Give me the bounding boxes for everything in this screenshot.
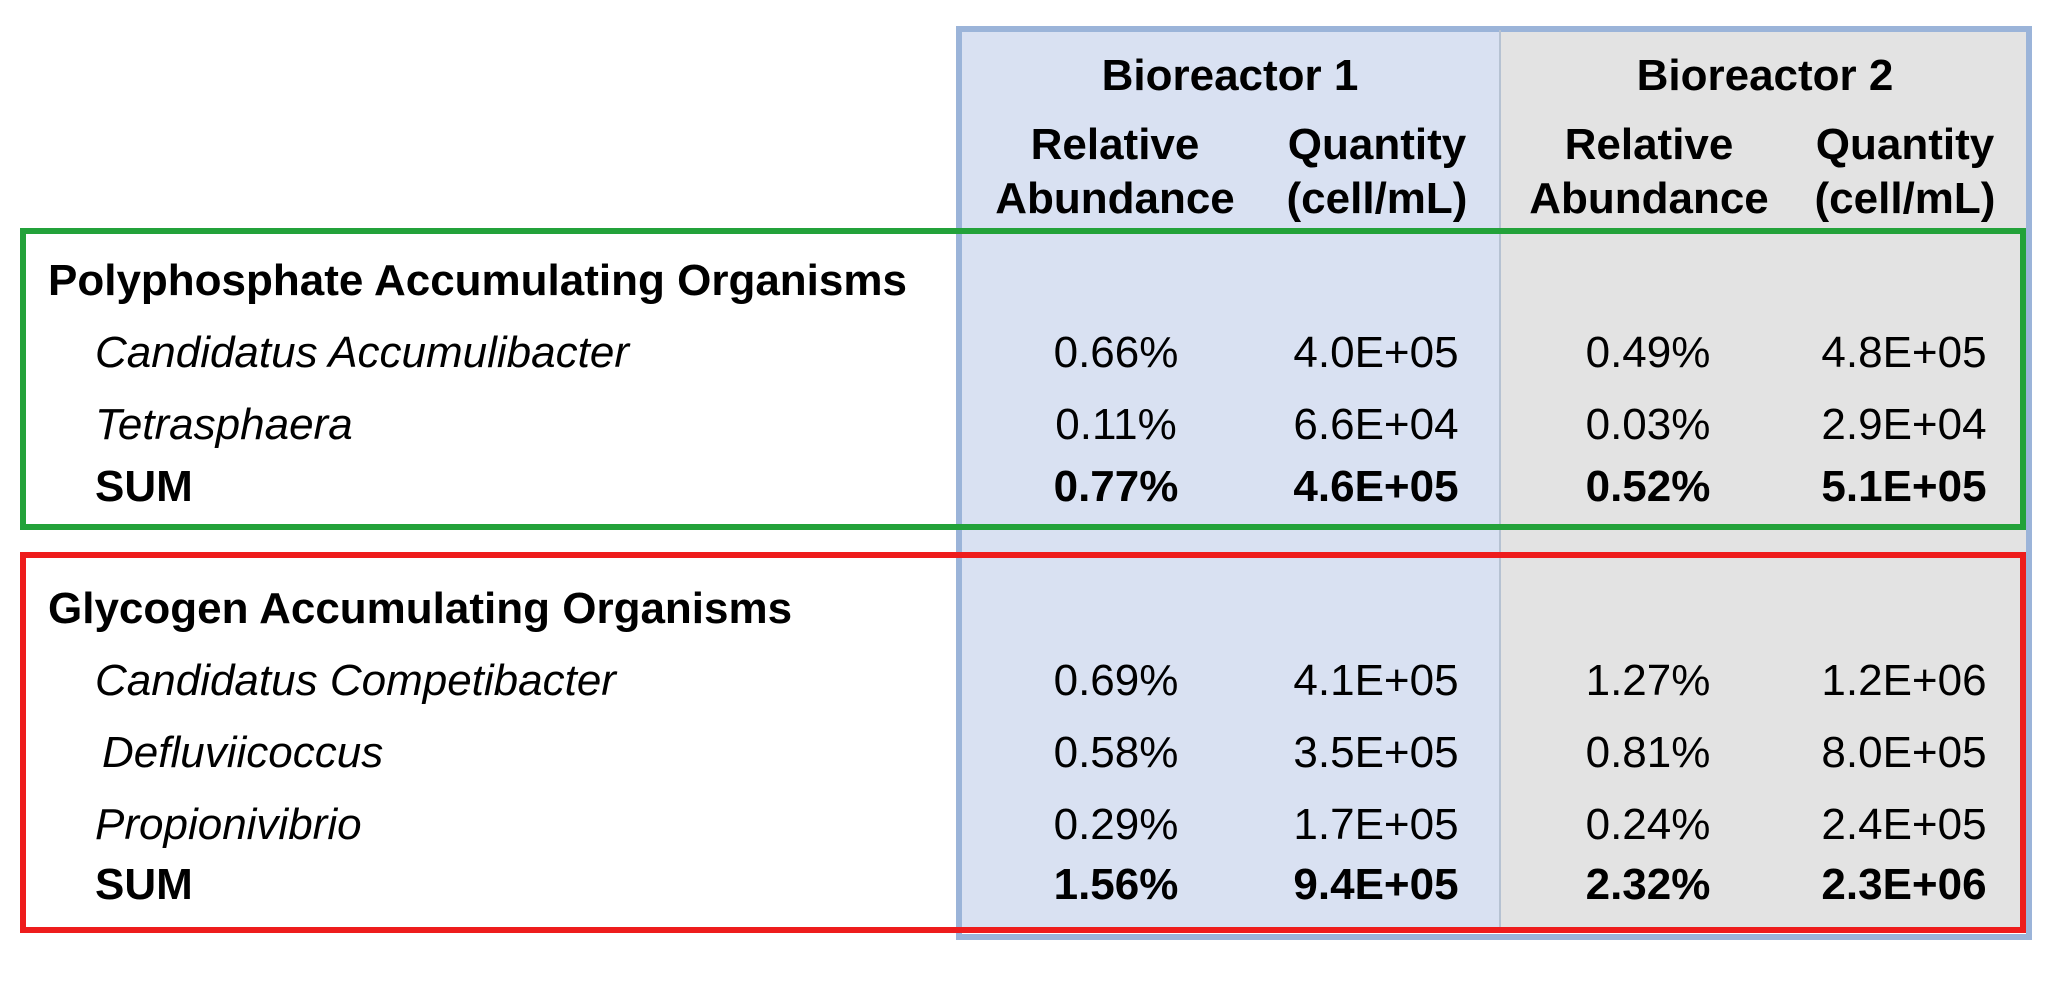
- sum-label: SUM: [95, 860, 193, 909]
- header-line: Abundance: [995, 174, 1235, 223]
- b2-sum-relative-abundance: 0.52%: [1585, 462, 1711, 511]
- b2-sum-quantity: 2.3E+06: [1821, 860, 1987, 909]
- b2-relative-abundance: 0.81%: [1585, 728, 1711, 777]
- b1-quantity-header: Quantity (cell/mL): [1252, 118, 1502, 226]
- glycogen-section-box: [20, 552, 2026, 933]
- bioreactor2-column-background: [1500, 30, 2026, 930]
- b2-relative-abundance: 0.03%: [1585, 400, 1711, 449]
- b1-relative-abundance: 0.66%: [1053, 328, 1179, 377]
- table-outer-border: [956, 26, 2032, 940]
- b2-relative-abundance: 1.27%: [1585, 656, 1711, 705]
- b1-quantity: 4.1E+05: [1293, 656, 1459, 705]
- bioreactor2-header: Bioreactor 2: [1636, 51, 1894, 100]
- b1-relative-abundance: 0.69%: [1053, 656, 1179, 705]
- b1-relative-abundance: 0.11%: [1055, 400, 1177, 449]
- b2-quantity: 1.2E+06: [1821, 656, 1987, 705]
- b2-quantity: 2.9E+04: [1821, 400, 1987, 449]
- b1-quantity: 6.6E+04: [1293, 400, 1459, 449]
- organism-name: Candidatus Competibacter: [95, 656, 616, 705]
- header-line: (cell/mL): [1286, 174, 1468, 223]
- header-line: Quantity: [1815, 120, 1995, 169]
- sum-label: SUM: [95, 462, 193, 511]
- b2-relative-abundance: 0.24%: [1585, 800, 1711, 849]
- b1-sum-relative-abundance: 1.56%: [1053, 860, 1179, 909]
- b2-sum-quantity: 5.1E+05: [1821, 462, 1987, 511]
- b1-sum-quantity: 4.6E+05: [1293, 462, 1459, 511]
- b1-quantity: 4.0E+05: [1293, 328, 1459, 377]
- b1-relative-abundance: 0.58%: [1053, 728, 1179, 777]
- organism-name: Defluviicoccus: [102, 728, 384, 777]
- bioreactor1-header: Bioreactor 1: [1101, 51, 1359, 100]
- b1-sum-relative-abundance: 0.77%: [1053, 462, 1179, 511]
- b2-quantity-header: Quantity (cell/mL): [1780, 118, 2030, 226]
- b2-relative-abundance-header: Relative Abundance: [1524, 118, 1774, 226]
- b2-relative-abundance: 0.49%: [1585, 328, 1711, 377]
- section-title: Polyphosphate Accumulating Organisms: [48, 256, 907, 305]
- header-line: Quantity: [1287, 120, 1467, 169]
- organism-name: Candidatus Accumulibacter: [95, 328, 629, 377]
- b2-quantity: 8.0E+05: [1821, 728, 1987, 777]
- b1-quantity: 3.5E+05: [1293, 728, 1459, 777]
- b1-quantity: 1.7E+05: [1293, 800, 1459, 849]
- bioreactor1-column-background: [960, 30, 1500, 930]
- b1-relative-abundance: 0.29%: [1053, 800, 1179, 849]
- bioreactor-column-divider: [1499, 30, 1501, 930]
- b2-quantity: 2.4E+05: [1821, 800, 1987, 849]
- b2-quantity: 4.8E+05: [1821, 328, 1987, 377]
- b2-sum-relative-abundance: 2.32%: [1585, 860, 1711, 909]
- b1-sum-quantity: 9.4E+05: [1293, 860, 1459, 909]
- header-line: Abundance: [1529, 174, 1769, 223]
- polyphosphate-section-box: [20, 228, 2026, 530]
- header-line: (cell/mL): [1814, 174, 1996, 223]
- organism-name: Tetrasphaera: [95, 400, 353, 449]
- section-title: Glycogen Accumulating Organisms: [48, 584, 793, 633]
- b1-relative-abundance-header: Relative Abundance: [990, 118, 1240, 226]
- header-line: Relative: [1030, 120, 1200, 169]
- header-line: Relative: [1564, 120, 1734, 169]
- organism-name: Propionivibrio: [95, 800, 362, 849]
